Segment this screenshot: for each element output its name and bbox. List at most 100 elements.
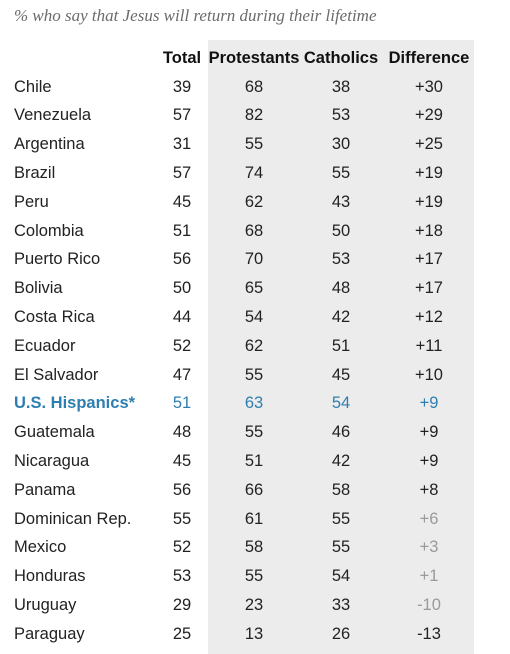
- total-value: 48: [172, 423, 192, 442]
- country-label: U.S. Hispanics*: [14, 394, 136, 413]
- catholics-value: 53: [331, 250, 351, 269]
- catholics-value: 54: [331, 394, 351, 413]
- difference-value: -10: [417, 596, 441, 615]
- country-label: Colombia: [14, 221, 84, 240]
- catholics-value: 46: [331, 423, 351, 442]
- header-country: [0, 44, 158, 73]
- catholics-value: 53: [331, 106, 351, 125]
- catholics-value: 38: [331, 77, 351, 96]
- country-label: Dominican Rep.: [14, 509, 132, 528]
- catholics-value: 48: [331, 279, 351, 298]
- protestants-value: 68: [244, 77, 264, 96]
- protestants-value: 70: [244, 250, 264, 269]
- table-row: U.S. Hispanics* 51 63 54 +9: [0, 390, 478, 419]
- protestants-value: 65: [244, 279, 264, 298]
- total-value: 25: [172, 624, 192, 643]
- country-label: Peru: [14, 192, 49, 211]
- total-value: 53: [172, 567, 192, 586]
- total-value: 50: [172, 279, 192, 298]
- country-label: Paraguay: [14, 624, 85, 643]
- difference-value: -13: [417, 624, 441, 643]
- country-label: Ecuador: [14, 336, 76, 355]
- difference-value: +17: [415, 250, 443, 269]
- total-value: 56: [172, 250, 192, 269]
- difference-value: +6: [419, 509, 439, 528]
- country-label: Panama: [14, 480, 76, 499]
- protestants-value: 68: [244, 221, 264, 240]
- catholics-value: 45: [331, 365, 351, 384]
- protestants-value: 61: [244, 509, 264, 528]
- table-body: Chile 39 68 38 +30 Venezuela 57 82 53 +29 Argentin…: [0, 73, 478, 649]
- catholics-value: 54: [331, 567, 351, 586]
- total-value: 51: [172, 221, 192, 240]
- difference-value: +8: [419, 480, 439, 499]
- total-value: 44: [172, 308, 192, 327]
- protestants-value: 58: [244, 538, 264, 557]
- table-row: Bolivia 50 65 48 +17: [0, 274, 478, 303]
- table-row: Guatemala 48 55 46 +9: [0, 418, 478, 447]
- total-value: 31: [172, 135, 192, 154]
- catholics-value: 55: [331, 164, 351, 183]
- catholics-value: 58: [331, 480, 351, 499]
- protestants-value: 55: [244, 567, 264, 586]
- protestants-value: 54: [244, 308, 264, 327]
- protestants-value: 51: [244, 452, 264, 471]
- protestants-value: 23: [244, 596, 264, 615]
- protestants-value: 55: [244, 365, 264, 384]
- table-row: Peru 45 62 43 +19: [0, 188, 478, 217]
- protestants-value: 74: [244, 164, 264, 183]
- difference-value: +9: [419, 423, 439, 442]
- catholics-value: 42: [331, 452, 351, 471]
- difference-value: +11: [415, 336, 443, 355]
- header-protestants: Protestants: [208, 48, 300, 67]
- country-label: Costa Rica: [14, 308, 95, 327]
- total-value: 52: [172, 336, 192, 355]
- table-row: Dominican Rep. 55 61 55 +6: [0, 505, 478, 534]
- catholics-value: 26: [331, 624, 351, 643]
- protestants-value: 55: [244, 423, 264, 442]
- table-row: Brazil 57 74 55 +19: [0, 159, 478, 188]
- total-value: 57: [172, 164, 192, 183]
- table-row: Puerto Rico 56 70 53 +17: [0, 246, 478, 275]
- table-row: Chile 39 68 38 +30: [0, 73, 478, 102]
- difference-value: +9: [419, 452, 439, 471]
- difference-value: +9: [419, 394, 439, 413]
- table-row: Argentina 31 55 30 +25: [0, 130, 478, 159]
- catholics-value: 42: [331, 308, 351, 327]
- country-label: Chile: [14, 77, 52, 96]
- table-row: Colombia 51 68 50 +18: [0, 217, 478, 246]
- table-row: Panama 56 66 58 +8: [0, 476, 478, 505]
- table-row: Paraguay 25 13 26 -13: [0, 620, 478, 649]
- difference-value: +18: [415, 221, 443, 240]
- protestants-value: 13: [244, 624, 264, 643]
- table-row: Nicaragua 45 51 42 +9: [0, 447, 478, 476]
- table-row: Venezuela 57 82 53 +29: [0, 102, 478, 131]
- table-row: Ecuador 52 62 51 +11: [0, 332, 478, 361]
- total-value: 56: [172, 480, 192, 499]
- country-label: Bolivia: [14, 279, 63, 298]
- difference-value: +12: [415, 308, 443, 327]
- difference-value: +10: [415, 365, 443, 384]
- header-total: Total: [162, 48, 202, 67]
- protestants-catholics-shaded-band: [208, 40, 474, 654]
- table-row: Uruguay 29 23 33 -10: [0, 591, 478, 620]
- total-value: 29: [172, 596, 192, 615]
- protestants-value: 63: [244, 394, 264, 413]
- country-label: Uruguay: [14, 596, 77, 615]
- country-label: Venezuela: [14, 106, 92, 125]
- protestants-value: 66: [244, 480, 264, 499]
- catholics-value: 51: [331, 336, 351, 355]
- chart-subtitle: % who say that Jesus will return during …: [14, 6, 377, 25]
- country-label: Puerto Rico: [14, 250, 101, 269]
- protestants-value: 55: [244, 135, 264, 154]
- country-label: El Salvador: [14, 365, 99, 384]
- catholics-value: 55: [331, 538, 351, 557]
- table-row: Mexico 52 58 55 +3: [0, 534, 478, 563]
- table-row: Honduras 53 55 54 +1: [0, 562, 478, 591]
- catholics-value: 30: [331, 135, 351, 154]
- table-row: Costa Rica 44 54 42 +12: [0, 303, 478, 332]
- difference-value: +29: [415, 106, 443, 125]
- total-value: 51: [172, 394, 192, 413]
- protestants-value: 62: [244, 192, 264, 211]
- difference-value: +25: [415, 135, 443, 154]
